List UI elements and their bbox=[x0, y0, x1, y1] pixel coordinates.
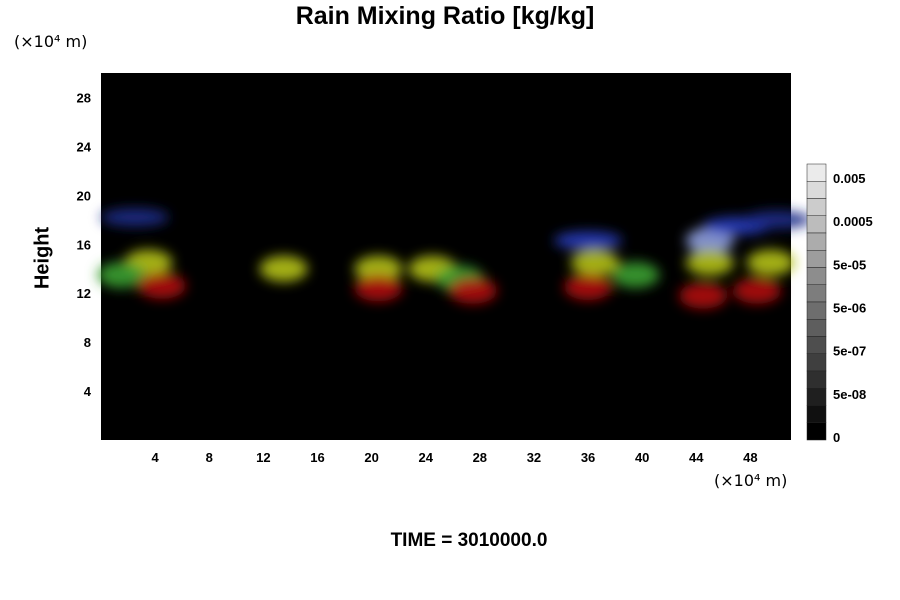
y-tick-label: 20 bbox=[77, 188, 91, 203]
plot-background bbox=[101, 73, 791, 440]
field-blob bbox=[449, 277, 498, 304]
field-blob bbox=[685, 227, 734, 254]
colorbar-label: 0.005 bbox=[833, 171, 866, 186]
colorbar-swatch bbox=[806, 422, 827, 441]
colorbar-swatch bbox=[806, 353, 827, 372]
y-tick-label: 16 bbox=[77, 237, 91, 252]
colorbar-swatch bbox=[806, 163, 827, 182]
field-blob bbox=[554, 231, 623, 250]
colorbar-swatch bbox=[806, 388, 827, 406]
field-blob bbox=[733, 277, 782, 304]
y-tick-label: 24 bbox=[77, 139, 92, 154]
colorbar-swatch bbox=[806, 267, 827, 285]
colorbar-swatch bbox=[806, 215, 827, 234]
colorbar-label: 5e-05 bbox=[833, 257, 866, 272]
x-tick-label: 32 bbox=[527, 450, 541, 465]
y-tick-label: 4 bbox=[84, 384, 92, 399]
field-blob bbox=[100, 208, 169, 227]
colorbar-swatch bbox=[806, 319, 827, 337]
field-blob bbox=[743, 210, 812, 229]
y-tick-label: 12 bbox=[77, 286, 91, 301]
x-axis-unit: (×10⁴ m) bbox=[714, 471, 788, 490]
colorbar-label: 5e-07 bbox=[833, 344, 866, 359]
field-layer bbox=[97, 208, 812, 309]
x-tick-label: 36 bbox=[581, 450, 595, 465]
x-tick-label: 44 bbox=[689, 450, 704, 465]
x-tick-label: 40 bbox=[635, 450, 649, 465]
colorbar-label: 5e-06 bbox=[833, 301, 866, 316]
colorbar-swatch bbox=[806, 198, 827, 216]
field-blob bbox=[259, 255, 308, 282]
field-blob bbox=[354, 255, 403, 282]
x-tick-label: 24 bbox=[418, 450, 433, 465]
field-blob bbox=[137, 272, 186, 299]
colorbar-swatch bbox=[806, 405, 827, 423]
x-tick-label: 12 bbox=[256, 450, 270, 465]
field-blob bbox=[354, 275, 403, 302]
field-blob bbox=[564, 274, 613, 301]
colorbar: 0.005 0.0005 5e-05 5e-06 5e-07 5e-08 0 bbox=[806, 163, 873, 445]
y-axis-unit: (×10⁴ m) bbox=[14, 32, 88, 51]
x-tick-label: 28 bbox=[473, 450, 487, 465]
colorbar-swatch bbox=[806, 232, 827, 251]
field-blob bbox=[746, 249, 795, 276]
x-tick-label: 8 bbox=[206, 450, 213, 465]
chart-title: Rain Mixing Ratio [kg/kg] bbox=[295, 2, 595, 30]
field-blob bbox=[570, 249, 619, 276]
colorbar-swatch bbox=[806, 336, 827, 354]
time-label: TIME = 3010000.0 bbox=[390, 530, 548, 551]
x-tick-label: 48 bbox=[743, 450, 757, 465]
colorbar-swatch bbox=[806, 284, 827, 303]
colorbar-label: 0 bbox=[833, 430, 840, 445]
y-tick-label: 8 bbox=[84, 335, 91, 350]
colorbar-label: 5e-08 bbox=[833, 387, 866, 402]
colorbar-swatch bbox=[806, 370, 827, 389]
y-tick-label: 28 bbox=[77, 90, 91, 105]
field-blob bbox=[97, 261, 146, 288]
colorbar-swatch bbox=[806, 181, 827, 199]
y-tick-labels: 4 8 12 16 20 24 28 bbox=[77, 90, 92, 399]
field-blob bbox=[679, 282, 728, 309]
colorbar-swatch bbox=[806, 250, 827, 268]
colorbar-swatch bbox=[806, 301, 827, 320]
field-blob bbox=[611, 261, 660, 288]
x-tick-label: 20 bbox=[364, 450, 378, 465]
x-tick-label: 4 bbox=[152, 450, 160, 465]
field-blob bbox=[685, 249, 734, 276]
colorbar-label: 0.0005 bbox=[833, 214, 873, 229]
x-tick-labels: 4 8 12 16 20 24 28 32 36 40 44 48 bbox=[152, 450, 758, 465]
x-tick-label: 16 bbox=[310, 450, 324, 465]
